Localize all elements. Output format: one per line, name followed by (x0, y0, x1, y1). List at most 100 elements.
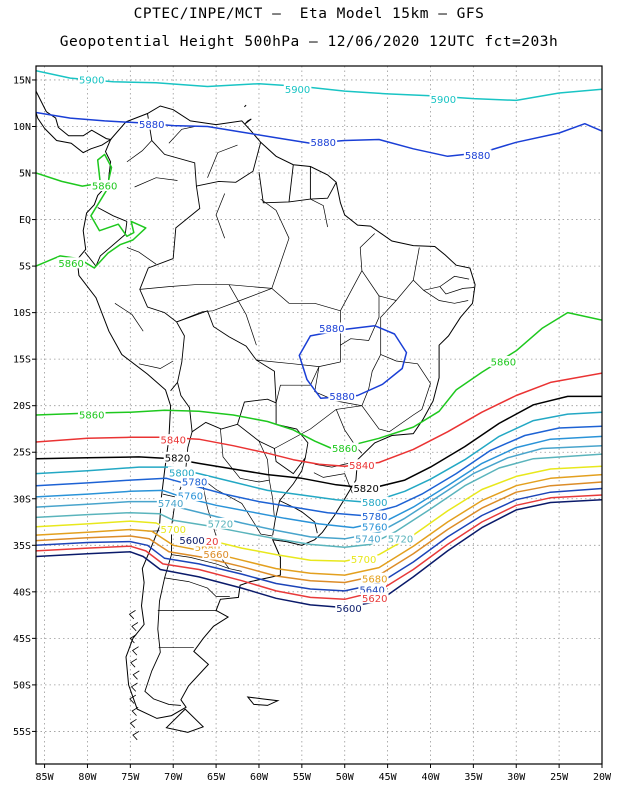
contour-label-background (348, 459, 376, 471)
contour-label-5740: 5740 (158, 499, 183, 510)
contour-label-background (386, 532, 415, 544)
fjord-fragment (132, 670, 140, 680)
state-border (340, 233, 375, 311)
fjord-fragment (131, 622, 139, 632)
state-border (228, 284, 257, 346)
chart-title-line-2: Geopotential Height 500hPa – 12/06/2020 … (59, 34, 559, 50)
contour-label-background (360, 592, 389, 604)
height-contours (36, 69, 602, 609)
country-border (139, 258, 185, 392)
contour-label-background (202, 548, 230, 560)
state-border (260, 198, 290, 289)
contour-labels: 5900 5900 5900 5880 5880 5880 5880 5880 5860 5860… (57, 73, 518, 615)
lon-tick-label: 65W (207, 772, 226, 783)
contour-5800 (36, 411, 602, 504)
lat-tick-label: 5S (19, 262, 31, 273)
lat-tick-label: 45S (13, 634, 31, 645)
central-america-coastline (36, 90, 112, 154)
contour-label-background (354, 532, 382, 544)
contour-label-5780: 5780 (182, 478, 207, 489)
lat-tick-label: 15S (13, 355, 31, 366)
lon-tick-label: 30W (507, 772, 526, 783)
lon-tick-label: 75W (121, 772, 140, 783)
country-border (196, 142, 262, 187)
state-border (380, 300, 431, 384)
contour-label-background (178, 534, 206, 546)
fjord-fragment (130, 682, 138, 692)
lon-tick-label: 20W (593, 772, 612, 783)
island-coastline (244, 118, 252, 125)
lat-tick-label: 20S (13, 401, 31, 412)
state-border (258, 440, 275, 518)
contour-label-background (156, 497, 185, 509)
lon-tick-label: 55W (293, 772, 312, 783)
contour-label-background (137, 118, 166, 130)
country-border (97, 207, 128, 222)
country-border (84, 221, 128, 267)
contour-label-5600: 5600 (179, 536, 204, 547)
contour-label-background (206, 517, 235, 529)
contour-label-5880: 5880 (465, 151, 490, 162)
country-border (272, 457, 306, 536)
contour-label-5860: 5860 (332, 444, 357, 455)
contour-label-5840: 5840 (349, 461, 374, 472)
state-border (138, 360, 174, 369)
contour-label-background (330, 442, 359, 454)
lat-tick-label: 40S (13, 587, 31, 598)
contour-label-5620: 5620 (362, 594, 387, 605)
contour-label-background (90, 180, 119, 192)
fjord-fragment (131, 646, 139, 656)
contour-label-background (193, 541, 222, 553)
contour-label-5860: 5860 (79, 411, 104, 422)
lat-tick-label: EQ (19, 215, 31, 226)
country-border (288, 164, 294, 202)
fjord-fragment (129, 634, 137, 644)
state-border (171, 554, 242, 572)
falklands-coastline (246, 696, 280, 706)
contour-label-5780: 5780 (362, 512, 387, 523)
contour-label-background (335, 602, 363, 614)
contour-label-background (163, 451, 192, 463)
lat-tick-label: 30S (13, 494, 31, 505)
contour-label-5800: 5800 (362, 498, 387, 509)
fjord-fragment (128, 610, 136, 620)
contour-label-5860: 5860 (92, 182, 117, 193)
state-border (274, 405, 362, 449)
axis-tick-labels: 85W 80W 75W 70W 65W 60W 55W 50W 45W 40W 35W 30W 25W 2… (13, 75, 612, 783)
lon-tick-label: 35W (464, 772, 483, 783)
fjord-fragment (132, 731, 140, 741)
state-border (164, 577, 230, 597)
contour-label-background (57, 257, 85, 269)
contour-label-background (176, 489, 205, 501)
contour-label-background (349, 553, 378, 565)
contour-5600 (36, 498, 602, 609)
lon-tick-label: 50W (336, 772, 355, 783)
contour-label-5900: 5900 (285, 85, 310, 96)
state-border (126, 247, 157, 265)
island-coastline (244, 104, 247, 108)
fjord-fragment (131, 706, 139, 716)
contour-5900 (36, 69, 602, 102)
lat-tick-label: 35S (13, 541, 31, 552)
contour-label-5760: 5760 (178, 492, 203, 503)
lon-tick-label: 60W (250, 772, 269, 783)
contour-label-5600: 5600 (336, 604, 361, 615)
contour-5680 (36, 473, 602, 576)
contour-label-background (360, 520, 389, 532)
contour-label-5820: 5820 (165, 453, 190, 464)
contour-label-5880: 5880 (319, 324, 344, 335)
contour-label-background (360, 496, 389, 508)
state-border (256, 310, 341, 367)
lon-tick-label: 40W (421, 772, 440, 783)
lat-tick-label: 10S (13, 308, 31, 319)
lat-tick-label: 50S (13, 680, 31, 691)
country-border (258, 172, 337, 204)
island-coastline (156, 47, 186, 50)
state-border (275, 366, 320, 403)
lat-tick-label: 15N (13, 75, 31, 86)
state-border (378, 247, 420, 301)
state-border (335, 409, 363, 454)
state-border (313, 472, 353, 494)
state-border (310, 198, 328, 228)
contour-label-background (358, 583, 386, 595)
